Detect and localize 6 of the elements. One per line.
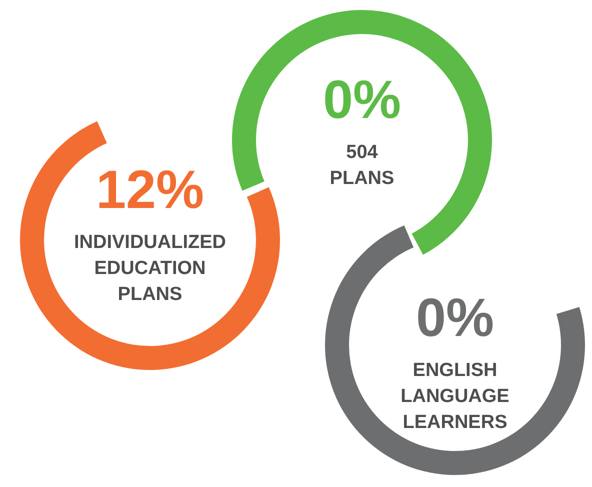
data-label: 12% [96,160,204,220]
data-label: 0% [416,288,494,348]
category-label: 504 PLANS [330,142,394,189]
category-label: ENGLISH LANGUAGE LEARNERS [400,360,510,433]
data-label: 0% [322,70,402,130]
category-label: INDIVIDUALIZED EDUCATION PLANS [74,232,226,305]
